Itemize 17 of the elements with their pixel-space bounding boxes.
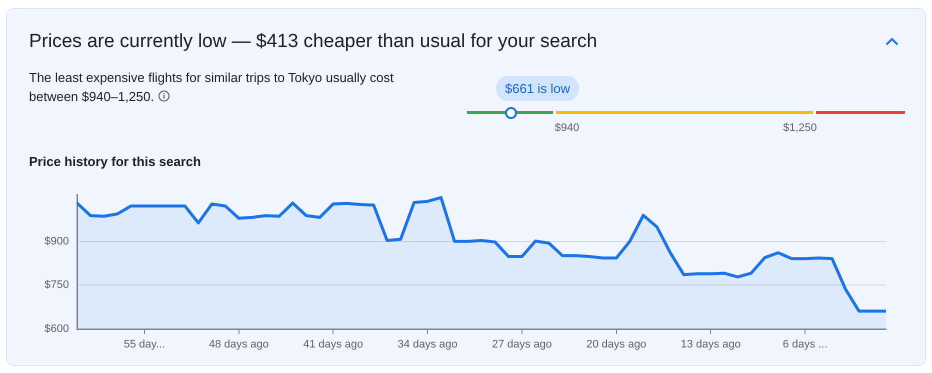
chart-subtitle: The least expensive flights for similar trips to Tokyo usually cost between $940–1,250. bbox=[29, 70, 394, 104]
x-tick-label: 6 days ... bbox=[782, 338, 828, 351]
y-tick-label: $600 bbox=[44, 323, 69, 336]
chart-title: Prices are currently low — $413 cheaper than usual for your search bbox=[29, 31, 598, 53]
y-tick-label: $750 bbox=[44, 279, 69, 292]
x-tick-label: 27 days ago bbox=[492, 338, 552, 351]
text: Price history for this search bbox=[29, 154, 201, 169]
text: $661 is low bbox=[496, 76, 580, 101]
x-tick-label: 20 days ago bbox=[586, 338, 646, 351]
y-tick-label: $900 bbox=[44, 235, 69, 248]
x-tick-label: 34 days ago bbox=[398, 338, 458, 351]
x-tick-label: 13 days ago bbox=[680, 338, 741, 351]
x-tick-label: 48 days ago bbox=[208, 338, 269, 351]
x-tick-label: 55 day... bbox=[124, 338, 166, 351]
x-tick-label: 41 days ago bbox=[303, 338, 364, 351]
text: $1,250 bbox=[783, 122, 817, 134]
text: $940 bbox=[554, 122, 580, 134]
